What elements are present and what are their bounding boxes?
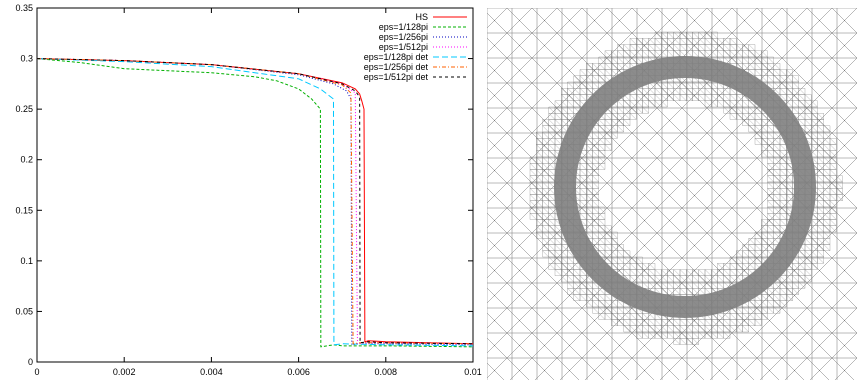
y-tick-label: 0.15	[15, 205, 33, 215]
series-line-5	[36, 58, 474, 345]
x-tick-label: 0.002	[113, 367, 136, 377]
y-tick-label: 0.2	[20, 155, 33, 165]
legend-label: eps=1/256pi det	[364, 62, 429, 72]
chart-series-layer	[36, 58, 474, 348]
y-tick-label: 0.25	[15, 104, 33, 114]
interface-ring	[554, 56, 816, 318]
legend-label: eps=1/512pi	[379, 42, 428, 52]
y-tick-label: 0.05	[15, 306, 33, 316]
plot-frame	[36, 7, 474, 363]
series-line-3	[36, 58, 474, 345]
legend-label: eps=1/128pi	[379, 22, 428, 32]
x-tick-label: 0.01	[464, 367, 482, 377]
chart-legend: HSeps=1/128pieps=1/256pieps=1/512pieps=1…	[364, 12, 467, 82]
legend-label: eps=1/512pi det	[364, 72, 429, 82]
x-tick-label: 0.004	[200, 367, 223, 377]
y-tick-label: 0	[28, 357, 33, 367]
series-line-4	[36, 58, 474, 347]
series-line-0	[36, 58, 474, 345]
legend-label: HS	[415, 12, 428, 22]
y-tick-label: 0.35	[15, 3, 33, 13]
series-line-2	[36, 58, 474, 346]
line-chart: 0 0.002 0.004 0.006 0.008 0.01 0 0.05 0.1 0.15 0.2…	[15, 3, 481, 377]
x-tick-label: 0.008	[375, 367, 398, 377]
legend-label: eps=1/256pi	[379, 32, 428, 42]
x-tick-label: 0.006	[287, 367, 310, 377]
series-line-6	[36, 58, 474, 345]
legend-label: eps=1/128pi det	[364, 52, 429, 62]
y-tick-label: 0.3	[20, 54, 33, 64]
x-tick-label: 0	[34, 367, 39, 377]
chart-axes: 0 0.002 0.004 0.006 0.008 0.01 0 0.05 0.1 0.15 0.2…	[15, 3, 481, 377]
adaptive-mesh-figure	[487, 8, 857, 380]
series-line-1	[36, 58, 474, 348]
y-tick-label: 0.1	[20, 256, 33, 266]
